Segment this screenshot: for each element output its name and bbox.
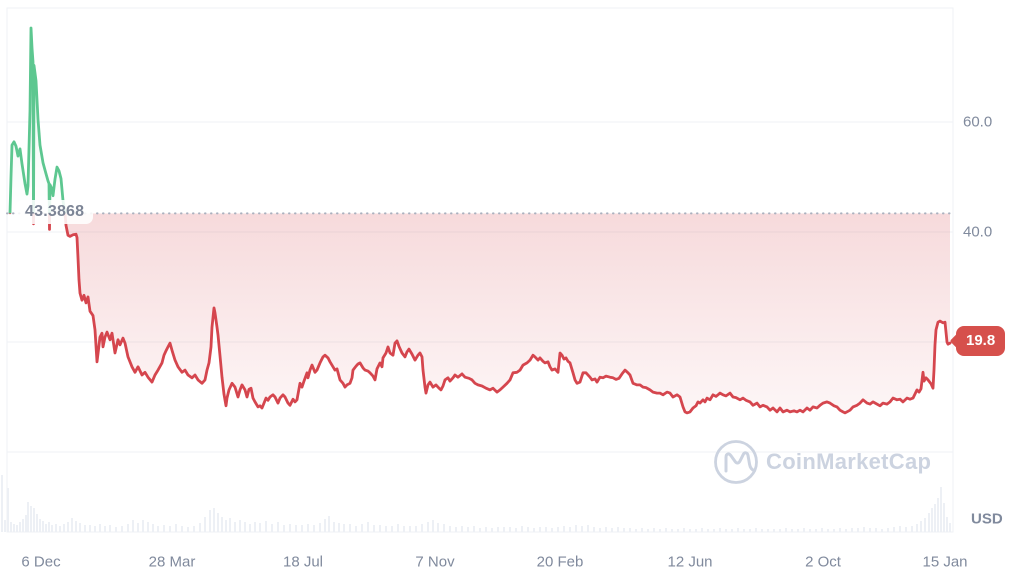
volume-bars bbox=[1, 475, 951, 532]
price-area-fill-down bbox=[10, 213, 950, 413]
price-line-down bbox=[8, 213, 952, 415]
coinmarketcap-logo-icon bbox=[714, 440, 758, 484]
